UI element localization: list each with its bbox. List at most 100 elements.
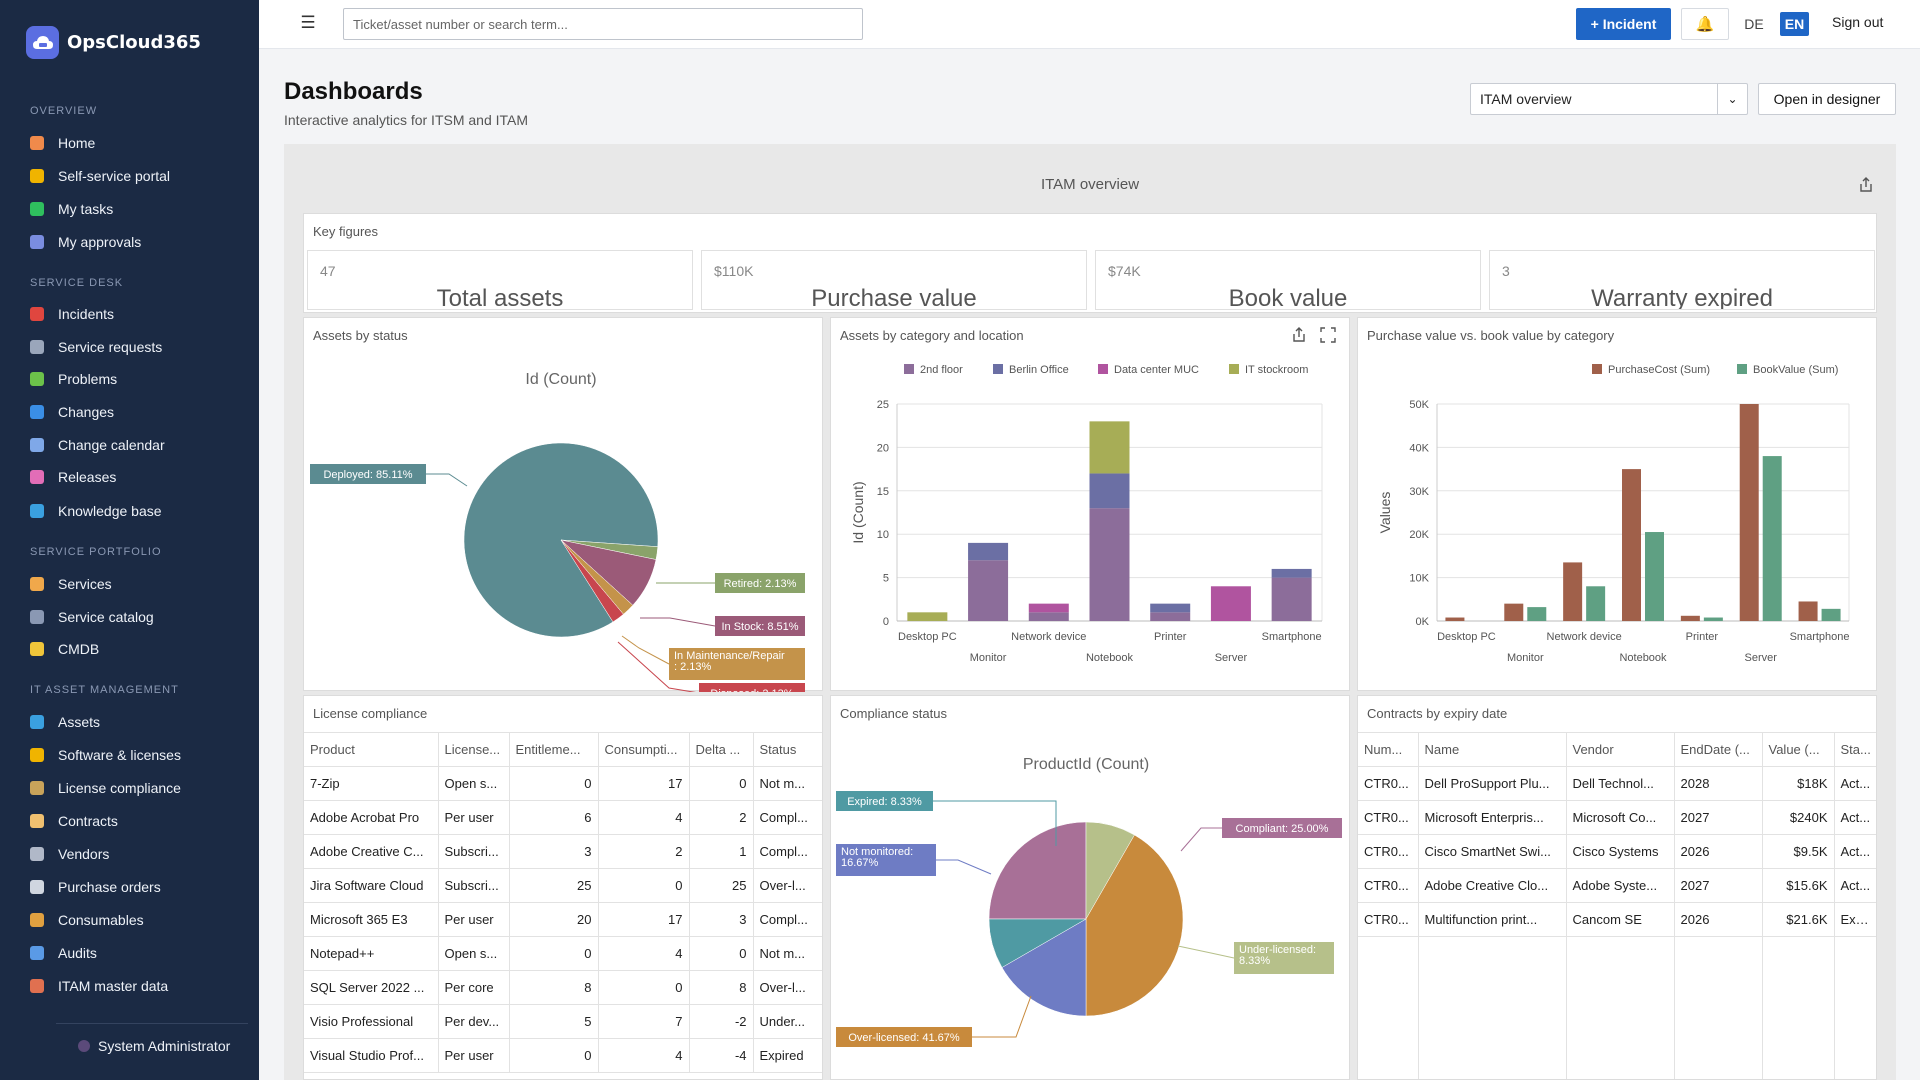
table-row[interactable]: 7-Zip Open s... 0 17 0 Not m... [304, 766, 822, 801]
pie-slice[interactable] [988, 821, 1087, 920]
export-icon[interactable] [1857, 176, 1875, 194]
export-icon[interactable] [1290, 326, 1308, 344]
column-header[interactable]: License... [438, 732, 510, 767]
bar[interactable] [1150, 612, 1191, 621]
kpi-card[interactable]: 47 Total assets [307, 250, 693, 310]
sidebar-item-cmdb[interactable]: CMDB [30, 634, 99, 664]
column-header[interactable]: Sta... [1834, 732, 1876, 767]
assets-category-bar-chart[interactable]: 2nd floor Berlin Office Data center MUC IT … [831, 318, 1351, 692]
column-header[interactable]: Consumpti... [598, 732, 690, 767]
column-header[interactable]: Delta ... [689, 732, 754, 767]
sidebar-item-self-service-portal[interactable]: Self-service portal [30, 161, 170, 191]
bar[interactable] [1563, 562, 1583, 621]
hamburger-menu-icon[interactable]: ☰ [300, 13, 316, 32]
pie-slice[interactable] [560, 539, 624, 623]
sidebar-item-software-licenses[interactable]: Software & licenses [30, 740, 181, 770]
table-row[interactable]: Notepad++ Open s... 0 4 0 Not m... [304, 936, 822, 971]
column-header[interactable]: Entitleme... [509, 732, 599, 767]
bar[interactable] [1504, 603, 1524, 621]
language-en-button[interactable]: EN [1780, 12, 1809, 36]
search-input[interactable] [343, 8, 863, 40]
bar[interactable] [1150, 603, 1191, 613]
compliance-status-pie-chart[interactable]: ProductId (Count) Compliant: 25.00% Under-… [831, 696, 1351, 1080]
sidebar-item-my-approvals[interactable]: My approvals [30, 227, 141, 257]
bar[interactable] [1271, 577, 1312, 621]
legend-label[interactable]: PurchaseCost (Sum) [1608, 364, 1710, 376]
bar[interactable] [1680, 615, 1700, 621]
bar[interactable] [968, 542, 1009, 561]
bar[interactable] [1703, 617, 1723, 621]
dashboard-select[interactable]: ITAM overview ⌄ [1470, 83, 1748, 115]
sidebar-item-service-requests[interactable]: Service requests [30, 332, 162, 362]
table-row[interactable]: Adobe Acrobat Pro Per user 6 4 2 Compl... [304, 800, 822, 835]
sidebar-item-license-compliance[interactable]: License compliance [30, 773, 181, 803]
sign-out-link[interactable]: Sign out [1832, 14, 1884, 30]
sidebar-item-home[interactable]: Home [30, 128, 95, 158]
legend-label[interactable]: Berlin Office [1009, 364, 1069, 376]
legend-label[interactable]: Data center MUC [1114, 364, 1199, 376]
legend-label[interactable]: 2nd floor [920, 364, 963, 376]
chevron-down-icon[interactable]: ⌄ [1717, 84, 1747, 114]
sidebar-item-my-tasks[interactable]: My tasks [30, 194, 113, 224]
open-in-designer-button[interactable]: Open in designer [1758, 83, 1896, 115]
bar[interactable] [1445, 617, 1465, 621]
bar[interactable] [1028, 612, 1069, 621]
sidebar-item-services[interactable]: Services [30, 569, 112, 599]
notifications-bell-icon[interactable]: 🔔 [1681, 8, 1729, 40]
table-row[interactable]: Microsoft 365 E3 Per user 20 17 3 Compl... [304, 902, 822, 937]
table-row[interactable]: Visual Studio Prof... Per user 0 4 -4 Expired [304, 1038, 822, 1073]
sidebar-item-releases[interactable]: Releases [30, 462, 116, 492]
column-header[interactable]: Vendor [1566, 732, 1675, 767]
table-row[interactable]: SQL Server 2022 ... Per core 8 0 8 Over-l... [304, 970, 822, 1005]
legend-label[interactable]: IT stockroom [1245, 364, 1308, 376]
kpi-card[interactable]: $74K Book value [1095, 250, 1481, 310]
brand[interactable]: OpsCloud365 [26, 26, 201, 59]
bar[interactable] [968, 560, 1009, 621]
column-header[interactable]: Product [304, 732, 439, 767]
bar[interactable] [1762, 456, 1782, 621]
table-row[interactable]: CTR0... Multifunction print... Cancom SE 20… [1358, 902, 1876, 937]
pie-slice[interactable] [463, 442, 659, 638]
pie-slice[interactable] [988, 918, 1087, 968]
sidebar-item-change-calendar[interactable]: Change calendar [30, 430, 165, 460]
table-row[interactable]: Adobe Creative C... Subscri... 3 2 1 Compl... [304, 834, 822, 869]
sidebar-item-contracts[interactable]: Contracts [30, 806, 118, 836]
column-header[interactable]: Num... [1358, 732, 1419, 767]
bar[interactable] [1622, 469, 1641, 621]
sidebar-item-consumables[interactable]: Consumables [30, 905, 144, 935]
purchase-book-bar-chart[interactable]: PurchaseCost (Sum) BookValue (Sum) 0K 10K 20… [1358, 318, 1878, 692]
bar[interactable] [1089, 473, 1130, 509]
column-header[interactable]: Status [753, 732, 822, 767]
language-de-button[interactable]: DE [1744, 16, 1764, 32]
column-header[interactable]: EndDate (... [1674, 732, 1763, 767]
table-row[interactable]: CTR0... Cisco SmartNet Swi... Cisco System… [1358, 834, 1876, 869]
kpi-card[interactable]: 3 Warranty expired [1489, 250, 1875, 310]
table-row[interactable]: Visio Professional Per dev... 5 7 -2 Under... [304, 1004, 822, 1039]
assets-status-pie-chart[interactable]: Id (Count) Deployed: 85.11% Retired: 2.13%… [304, 318, 824, 692]
new-incident-button[interactable]: + Incident [1576, 8, 1671, 40]
table-row[interactable]: CTR0... Adobe Creative Clo... Adobe Syste.… [1358, 868, 1876, 903]
legend-label[interactable]: BookValue (Sum) [1753, 364, 1838, 376]
sidebar-item-assets[interactable]: Assets [30, 707, 100, 737]
bar[interactable] [1821, 608, 1841, 621]
table-row[interactable]: Jira Software Cloud Subscri... 25 0 25 Over-l… [304, 868, 822, 903]
column-header[interactable]: Name [1418, 732, 1567, 767]
bar[interactable] [1271, 568, 1312, 578]
sidebar-item-knowledge-base[interactable]: Knowledge base [30, 496, 162, 526]
bar[interactable] [1645, 532, 1664, 621]
bar[interactable] [1089, 508, 1130, 621]
sidebar-item-incidents[interactable]: Incidents [30, 299, 114, 329]
bar[interactable] [1028, 603, 1069, 613]
kpi-card[interactable]: $110K Purchase value [701, 250, 1087, 310]
sidebar-item-service-catalog[interactable]: Service catalog [30, 602, 154, 632]
bar[interactable] [907, 612, 948, 621]
pie-slice[interactable] [1001, 918, 1087, 1017]
sidebar-item-purchase-orders[interactable]: Purchase orders [30, 872, 161, 902]
sidebar-item-itam-master-data[interactable]: ITAM master data [30, 971, 168, 1001]
bar[interactable] [1089, 421, 1130, 474]
table-row[interactable]: CTR0... Microsoft Enterpris... Microsoft C… [1358, 800, 1876, 835]
bar[interactable] [1798, 601, 1818, 621]
column-header[interactable]: Value (... [1762, 732, 1835, 767]
pie-slice[interactable] [1085, 834, 1184, 1017]
bar[interactable] [1527, 607, 1547, 621]
